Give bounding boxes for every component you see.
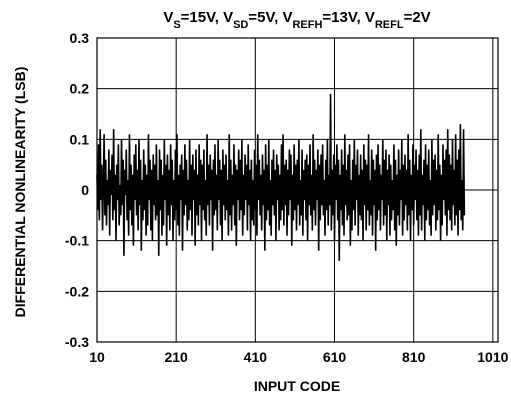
y-tick-label: 0 [81,182,89,198]
title-subscript: REFL [375,19,404,31]
x-axis-title: INPUT CODE [254,378,340,394]
title-subscript: SD [233,19,248,31]
x-tick-label: 210 [164,349,188,365]
y-tick-label: 0.3 [70,30,90,46]
plot-series [96,93,466,261]
title-text-part: V [163,9,173,26]
y-tick-label: -0.3 [65,334,89,350]
plot-frame [96,37,499,343]
chart-title: VS=15V, VSD=5V, VREFH=13V, VREFL=2V [163,9,430,31]
y-axis-label: DIFFERENTIAL NONLINEARITY (LSB) [12,67,28,318]
x-tick-label: 810 [402,349,426,365]
y-tick-label: -0.2 [65,283,89,299]
title-subscript: S [173,19,180,31]
y-tick-label: 0.1 [70,131,90,147]
title-text-part: =15V, V [181,9,233,26]
x-tick-label: 610 [323,349,347,365]
title-subscript: REFH [292,19,322,31]
x-tick-label: 1010 [477,349,508,365]
x-tick-labels: 10 210 410 610 810 1010 [89,349,508,365]
y-tick-label: 0.2 [70,81,90,97]
title-text-part: =2V [404,9,431,26]
y-tick-label: -0.1 [65,233,89,249]
y-axis-title: DIFFERENTIAL NONLINEARITY (LSB) [12,67,28,318]
x-tick-label: 10 [89,349,105,365]
y-tick-labels: 0.3 0.2 0.1 0 -0.1 -0.2 -0.3 [65,30,89,350]
x-tick-label: 410 [244,349,268,365]
title-text-part: =13V, V [322,9,374,26]
title-text-part: =5V, V [248,9,292,26]
dnl-series-line [96,93,466,261]
